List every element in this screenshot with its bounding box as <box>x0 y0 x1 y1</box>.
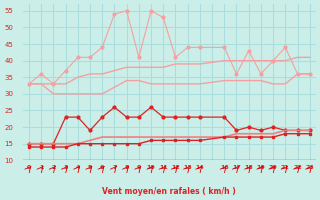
X-axis label: Vent moyen/en rafales ( km/h ): Vent moyen/en rafales ( km/h ) <box>102 187 236 196</box>
